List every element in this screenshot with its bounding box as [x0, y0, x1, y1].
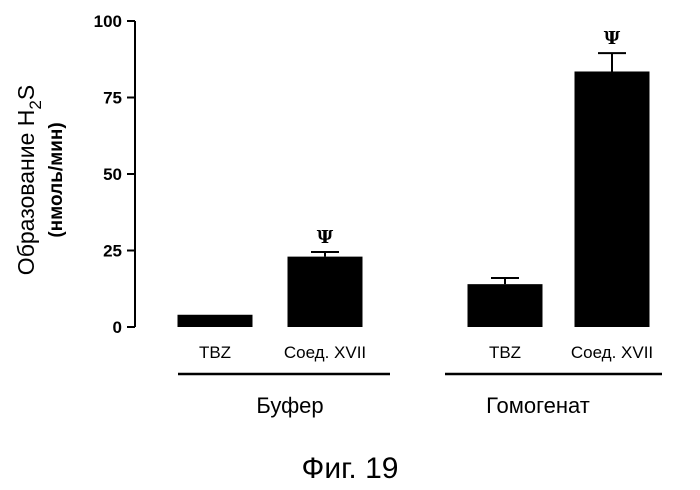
significance-marker: Ψ [604, 28, 621, 49]
y-tick-label: 50 [103, 165, 122, 184]
x-tick-label: TBZ [199, 343, 231, 362]
y-tick-label: 25 [103, 242, 122, 261]
y-axis-label-main: Образование H [13, 110, 39, 276]
y-axis: 0 25 50 75 100 [94, 12, 135, 337]
y-tick-label: 75 [103, 89, 122, 108]
y-axis-label: Образование H2S [13, 85, 45, 275]
y-axis-title: Образование H2S (нмоль/мин) [13, 85, 67, 275]
figure-caption: Фиг. 19 [302, 452, 399, 485]
y-tick-label: 100 [94, 12, 122, 31]
y-axis-units: (нмоль/мин) [46, 122, 67, 237]
y-axis-label-tail: S [13, 85, 39, 100]
x-tick-label: Соед. XVII [571, 343, 653, 362]
bar [468, 284, 543, 327]
bar [178, 315, 253, 327]
y-tick-label: 0 [113, 318, 122, 337]
group-label: Гомогенат [486, 393, 590, 418]
bar [288, 257, 363, 327]
bars: ΨΨ [178, 28, 650, 327]
group-label: Буфер [256, 393, 323, 418]
group-labels: Буфер Гомогенат [178, 374, 662, 418]
y-axis-label-subscript: 2 [26, 100, 45, 109]
x-tick-label: Соед. XVII [284, 343, 366, 362]
x-tick-label: TBZ [489, 343, 521, 362]
x-axis-labels: TBZ Соед. XVII TBZ Соед. XVII [199, 343, 653, 362]
significance-marker: Ψ [317, 227, 334, 248]
bar [575, 71, 650, 327]
